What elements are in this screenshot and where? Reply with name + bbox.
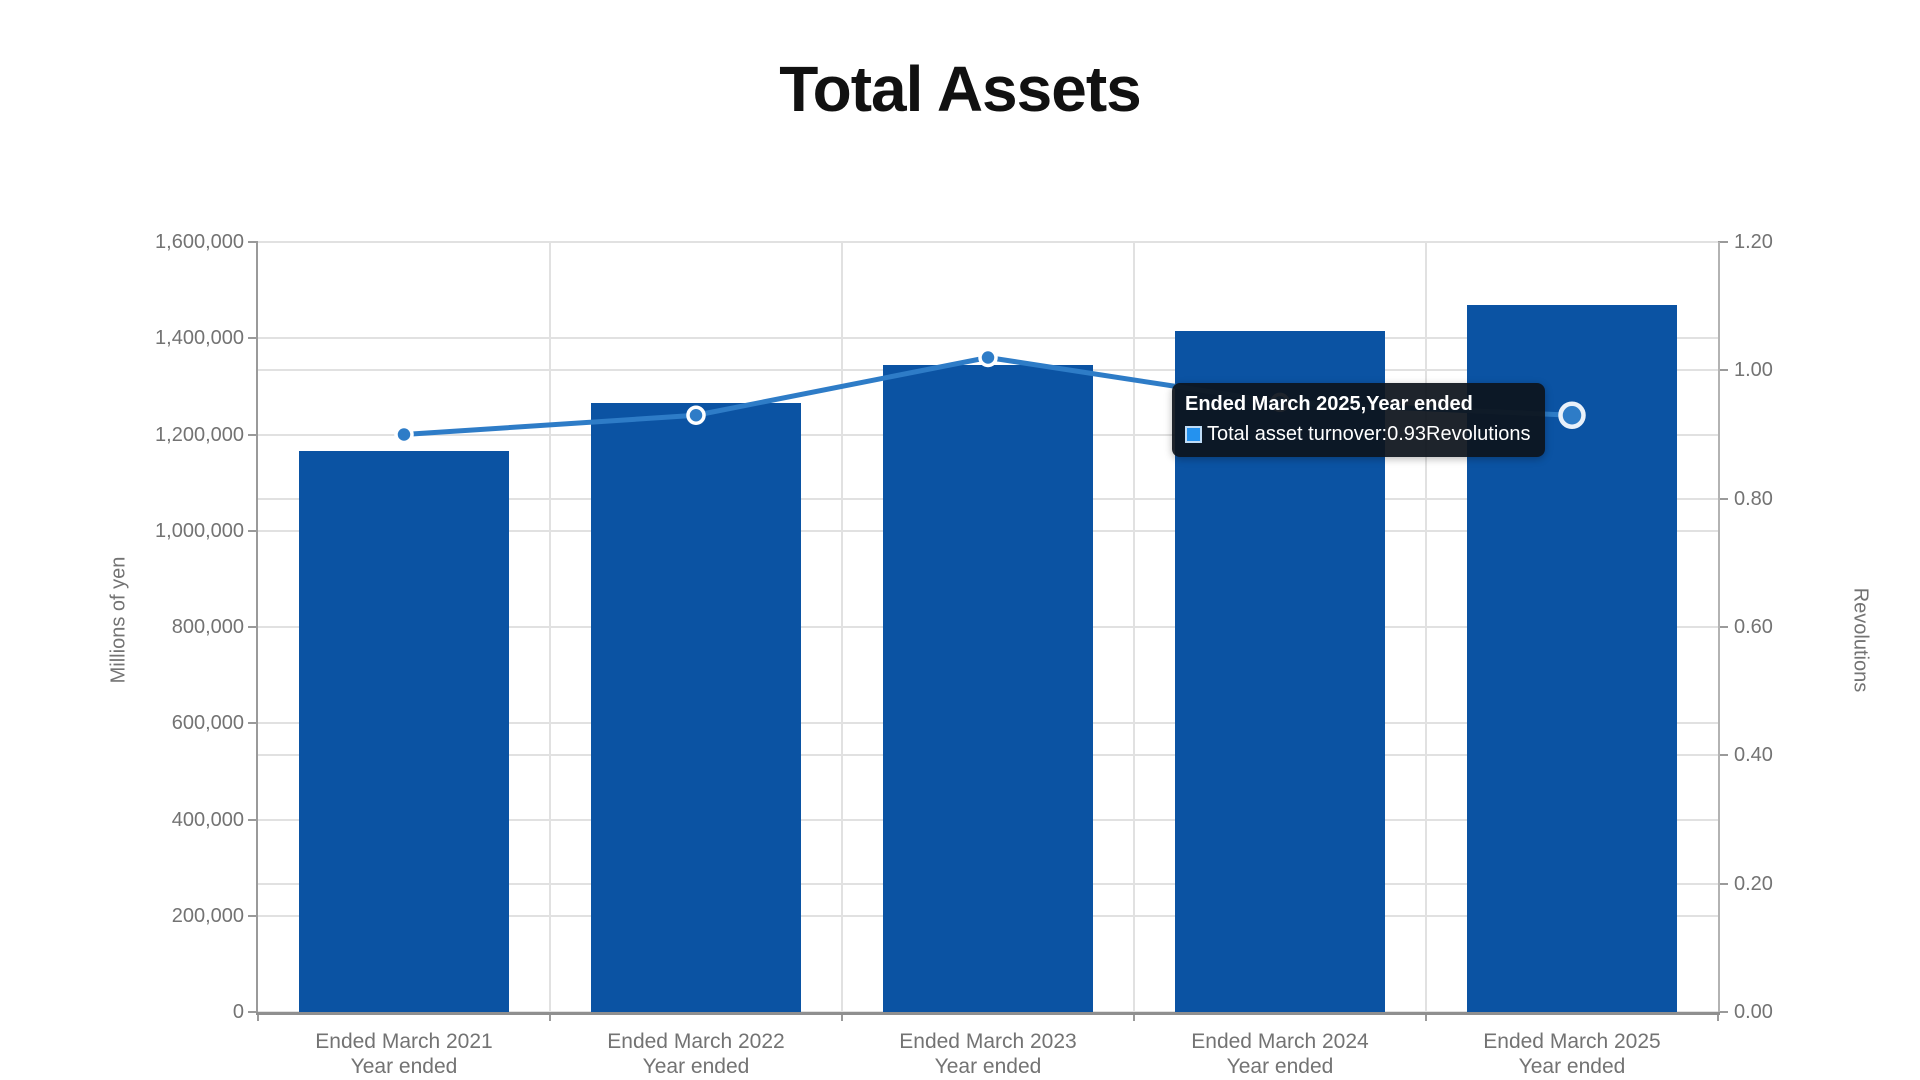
bar[interactable] <box>299 451 509 1012</box>
y2-axis-tick <box>1718 882 1728 885</box>
category-grid-line <box>841 242 843 1012</box>
y-axis-tick-label: 600,000 <box>171 712 244 735</box>
y-grid-line <box>258 337 1718 340</box>
tooltip-unit: Revolutions <box>1426 423 1531 445</box>
y-axis-tick-label: 1,400,000 <box>155 327 244 350</box>
y-axis-tick-label: 0 <box>232 1001 244 1023</box>
y-axis-tick <box>248 626 258 628</box>
y-axis-tick-label: 1,000,000 <box>155 519 244 542</box>
y-axis-tick <box>248 1011 258 1013</box>
tooltip-value: 0.93 <box>1387 423 1427 445</box>
x-axis-tick <box>1133 1012 1135 1021</box>
tooltip-row: Total asset turnover: 0.93 Revolutions <box>1185 422 1531 446</box>
data-point[interactable] <box>978 347 998 368</box>
category-grid-line <box>549 242 551 1012</box>
x-axis-tick <box>257 1012 259 1021</box>
y2-axis-tick-label: 0.20 <box>1734 872 1773 895</box>
chart-title: Total Assets <box>779 53 1141 125</box>
x-category-label-line1: Ended March 2024 <box>1191 1030 1369 1053</box>
data-point-hovered[interactable] <box>1558 401 1586 429</box>
y2-axis-tick-label: 1.00 <box>1734 359 1773 382</box>
left-axis-line <box>256 242 258 1014</box>
x-category-label-line2: Year ended <box>1518 1055 1626 1078</box>
y-axis-tick-label: 800,000 <box>171 616 244 638</box>
category-grid-line <box>1133 242 1135 1012</box>
y-axis-tick <box>248 241 258 243</box>
x-category-label-line1: Ended March 2022 <box>607 1030 785 1053</box>
x-axis-tick <box>1425 1012 1427 1021</box>
y2-axis-tick-label: 0.40 <box>1734 744 1773 767</box>
x-category-label-line1: Ended March 2025 <box>1483 1030 1661 1053</box>
x-category-label: Ended March 2024 Year ended <box>1130 1029 1430 1079</box>
x-category-label: Ended March 2025 Year ended <box>1422 1029 1722 1079</box>
x-category-label: Ended March 2023 Year ended <box>838 1029 1138 1079</box>
y2-axis-tick <box>1718 369 1728 372</box>
bar[interactable] <box>591 403 801 1012</box>
x-category-label-line2: Year ended <box>934 1055 1042 1078</box>
tooltip-series-label: Total asset turnover: <box>1207 423 1388 445</box>
y-axis-tick <box>248 722 258 725</box>
series-swatch-icon <box>1185 425 1202 443</box>
x-axis-tick <box>841 1012 843 1021</box>
y2-axis-tick <box>1718 241 1728 243</box>
tooltip-title: Ended March 2025,Year ended <box>1185 393 1473 415</box>
x-category-label-line2: Year ended <box>1226 1055 1334 1078</box>
y2-axis-tick-label: 0.80 <box>1734 487 1773 510</box>
y-axis-tick-label: 200,000 <box>171 904 244 927</box>
y-axis-tick-label: 400,000 <box>171 808 244 831</box>
y-axis-tick <box>248 529 258 532</box>
right-axis-line <box>1718 242 1720 1014</box>
y-axis-tick <box>248 433 258 436</box>
y2-axis-tick-label: 1.20 <box>1734 231 1773 253</box>
y-axis-tick <box>248 914 258 917</box>
x-category-label-line1: Ended March 2021 <box>315 1030 493 1053</box>
y-axis-tick <box>248 818 258 821</box>
bottom-axis-line <box>256 1012 1720 1015</box>
y2-axis-tick <box>1718 497 1728 500</box>
tooltip: Ended March 2025,Year ended Total asset … <box>1172 383 1545 457</box>
x-category-label: Ended March 2021 Year ended <box>254 1029 554 1079</box>
x-category-label-line2: Year ended <box>350 1055 458 1078</box>
bar[interactable] <box>883 364 1093 1012</box>
y2-axis-tick-label: 0.00 <box>1734 1001 1773 1023</box>
y2-grid-line <box>258 241 1718 243</box>
data-point[interactable] <box>394 424 414 445</box>
x-axis-tick <box>549 1012 551 1021</box>
y-axis-tick-label: 1,200,000 <box>155 423 244 446</box>
x-category-label: Ended March 2022 Year ended <box>546 1029 846 1079</box>
y-axis-tick <box>248 337 258 340</box>
y2-axis-tick <box>1718 1011 1728 1013</box>
x-category-label-line2: Year ended <box>642 1055 750 1078</box>
y2-axis-tick-label: 0.60 <box>1734 616 1773 638</box>
category-grid-line <box>1425 242 1427 1012</box>
data-point[interactable] <box>686 405 706 425</box>
y-axis-tick-label: 1,600,000 <box>155 231 244 253</box>
y2-axis-tick <box>1718 626 1728 628</box>
y2-axis-tick <box>1718 754 1728 757</box>
x-category-label-line1: Ended March 2023 <box>899 1030 1077 1053</box>
x-axis-tick <box>1717 1012 1719 1021</box>
